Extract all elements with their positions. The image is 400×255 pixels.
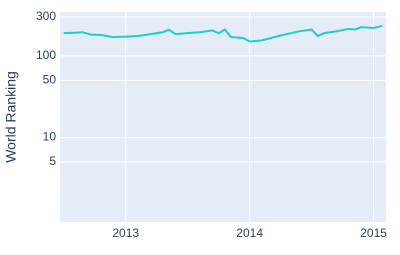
y-tick-label: 300 [36,9,56,23]
x-tick-label: 2015 [360,226,387,240]
y-tick-label: 100 [36,48,56,62]
y-tick-label: 5 [49,154,56,168]
x-tick-label: 2014 [236,226,263,240]
plot-area [60,12,386,222]
y-tick-label: 10 [43,130,57,144]
y-tick-label: 50 [43,73,57,87]
x-tick-label: 2013 [112,226,139,240]
y-axis-title: World Ranking [3,71,19,163]
line [63,24,383,43]
